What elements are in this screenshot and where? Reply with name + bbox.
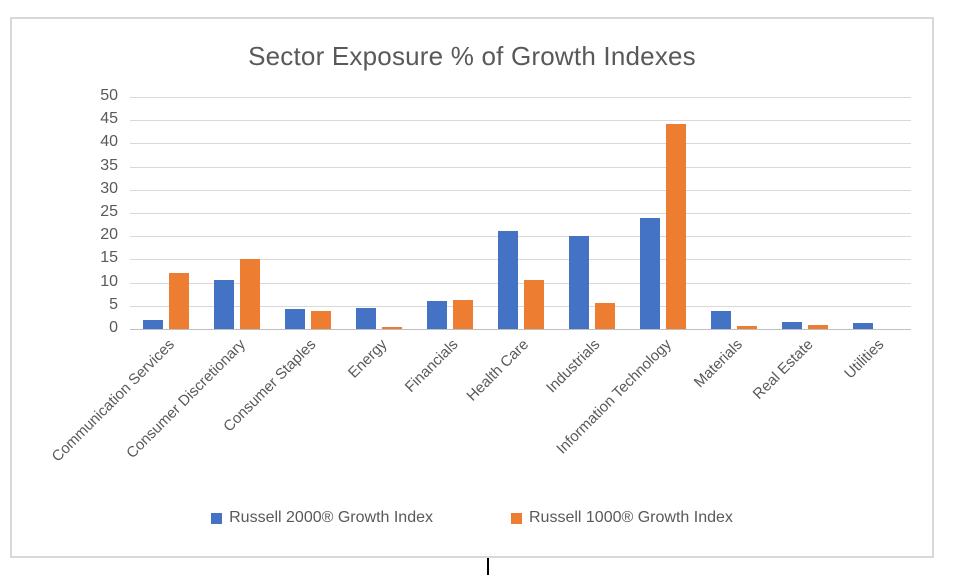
y-tick-label: 0 [109, 319, 118, 336]
gridline [130, 305, 911, 307]
bar-series2-7[interactable] [665, 123, 686, 329]
legend-item-1[interactable]: Russell 2000® Growth Index [211, 509, 433, 527]
x-axis-label: Consumer Discretionary [122, 336, 249, 462]
x-axis-label: Real Estate [749, 336, 817, 403]
gridline [130, 236, 911, 238]
gridline [130, 166, 911, 168]
bar-series2-8[interactable] [736, 325, 757, 329]
bar-series2-6[interactable] [594, 302, 615, 329]
gridline [130, 189, 911, 191]
y-tick-label: 30 [100, 179, 118, 197]
chart-frame[interactable]: Sector Exposure % of Growth Indexes 0 5 10… [10, 17, 934, 558]
x-axis-label: Communication Services [48, 336, 178, 466]
y-tick-label: 45 [100, 110, 118, 128]
y-tick-label: 25 [100, 203, 118, 220]
legend-marker-icon [511, 512, 522, 524]
legend-marker-icon [211, 512, 223, 524]
x-axis-label: Health Care [463, 336, 533, 405]
y-tick-label: 5 [109, 295, 118, 313]
x-axis-label: Industrials [543, 336, 604, 397]
bar-series2-4[interactable] [452, 299, 473, 329]
bar-series1-2[interactable] [284, 309, 305, 329]
legend: Russell 2000® Growth Index Russell 1000® … [12, 509, 932, 527]
legend-item-2[interactable]: Russell 1000® Growth Index [511, 509, 733, 527]
bar-series1-6[interactable] [568, 235, 589, 329]
gridline [130, 143, 911, 145]
y-tick-label: 50 [100, 87, 118, 104]
y-tick-label: 35 [100, 156, 118, 174]
bar-series1-5[interactable] [497, 230, 518, 329]
bar-series1-0[interactable] [142, 320, 163, 329]
bar-series1-8[interactable] [710, 310, 731, 329]
x-axis-label: Utilities [841, 336, 888, 383]
bar-series1-9[interactable] [781, 322, 802, 329]
gridline [130, 213, 911, 214]
bar-series2-3[interactable] [381, 327, 402, 329]
chart-title: Sector Exposure % of Growth Indexes [248, 41, 696, 71]
x-axis-line [130, 329, 911, 330]
bar-series2-0[interactable] [168, 272, 189, 329]
y-tick-label: 15 [100, 249, 118, 267]
bar-series2-5[interactable] [523, 279, 544, 329]
bar-series2-1[interactable] [239, 259, 260, 329]
bar-series2-9[interactable] [807, 325, 828, 329]
text-cursor [487, 558, 489, 575]
y-tick-label: 10 [100, 272, 118, 290]
gridline [130, 120, 911, 122]
x-axis-label: Energy [344, 336, 391, 382]
x-axis-label: Materials [690, 336, 746, 392]
plot-area [130, 97, 911, 330]
bar-series1-10[interactable] [852, 323, 873, 329]
y-tick-label: 20 [100, 226, 118, 244]
legend-label: Russell 2000® Growth Index [229, 509, 433, 526]
bar-series1-7[interactable] [639, 217, 660, 329]
bar-series1-4[interactable] [426, 301, 447, 329]
bar-series1-1[interactable] [213, 280, 234, 329]
y-tick-label: 40 [100, 133, 118, 151]
bar-series1-3[interactable] [355, 308, 376, 329]
bar-series2-2[interactable] [310, 310, 331, 329]
gridline [130, 97, 911, 98]
gridline [130, 282, 911, 284]
gridline [130, 259, 911, 261]
legend-label: Russell 1000® Growth Index [529, 509, 733, 526]
x-axis-label: Financials [401, 336, 462, 396]
